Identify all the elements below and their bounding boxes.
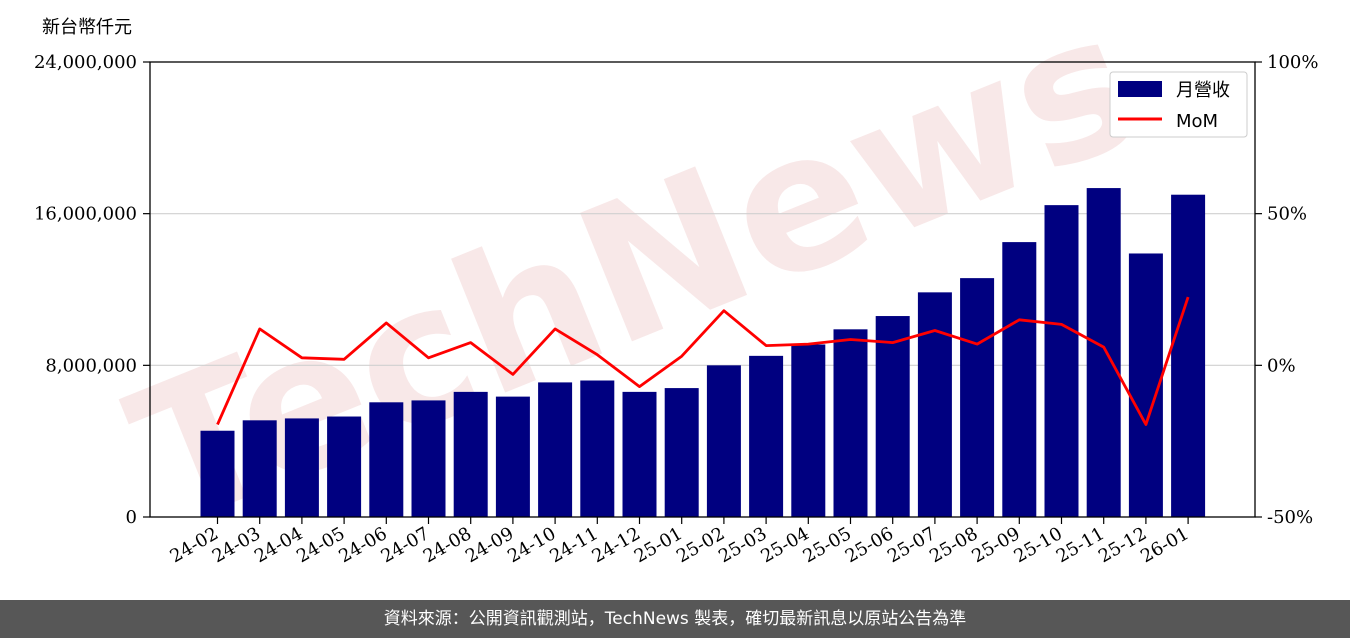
- legend-line-label: MoM: [1176, 111, 1218, 132]
- bar: [749, 355, 784, 517]
- bar: [411, 400, 446, 517]
- x-axis: 24-0224-0324-0424-0524-0624-0724-0824-09…: [167, 517, 1193, 567]
- x-tick-label: 26-01: [1137, 523, 1192, 567]
- bar: [917, 292, 952, 517]
- right-axis: -50% 0% 50% 100%: [1255, 52, 1318, 528]
- bar: [1044, 205, 1079, 517]
- right-tick-label: 50%: [1267, 204, 1307, 225]
- bar: [791, 344, 826, 517]
- mom-line: [216, 296, 1190, 426]
- left-tick-label: 16,000,000: [34, 204, 137, 225]
- right-tick-label: 0%: [1267, 355, 1296, 376]
- legend: 月營收 MoM: [1109, 71, 1248, 138]
- chart: TechNews 08,000,00016,000,00024,000,000 …: [34, 0, 1319, 570]
- legend-bar-label: 月營收: [1176, 80, 1230, 101]
- bar: [1128, 253, 1163, 517]
- bar-series: [200, 188, 1206, 518]
- bar: [538, 382, 573, 517]
- bar: [327, 416, 362, 517]
- y-unit-label: 新台幣仟元: [42, 17, 132, 38]
- bar: [875, 316, 910, 517]
- plot-frame: [149, 61, 1256, 518]
- bar: [495, 396, 530, 517]
- bar: [833, 329, 868, 517]
- bar: [242, 420, 277, 517]
- bar: [706, 365, 741, 517]
- right-tick-label: 100%: [1267, 52, 1318, 73]
- bar: [1171, 194, 1206, 518]
- mom-line-series: [216, 296, 1190, 426]
- left-tick-label: 8,000,000: [45, 355, 137, 376]
- bar: [1002, 242, 1037, 517]
- legend-bar-swatch: [1118, 81, 1162, 97]
- bar: [580, 380, 615, 517]
- bar: [200, 430, 235, 517]
- left-tick-label: 24,000,000: [34, 52, 137, 73]
- bar: [622, 391, 657, 517]
- bar: [1086, 188, 1121, 517]
- bar: [960, 278, 995, 517]
- source-footer: 資料來源：公開資訊觀測站，TechNews 製表，確切最新訊息以原站公告為準: [0, 600, 1350, 638]
- bar: [664, 388, 699, 517]
- bar: [284, 418, 319, 517]
- left-axis: 0 8,000,000 16,000,000 24,000,000: [34, 52, 150, 528]
- right-tick-label: -50%: [1267, 507, 1313, 528]
- bar: [453, 391, 488, 517]
- left-tick-label: 0: [126, 507, 137, 528]
- bar: [369, 402, 404, 517]
